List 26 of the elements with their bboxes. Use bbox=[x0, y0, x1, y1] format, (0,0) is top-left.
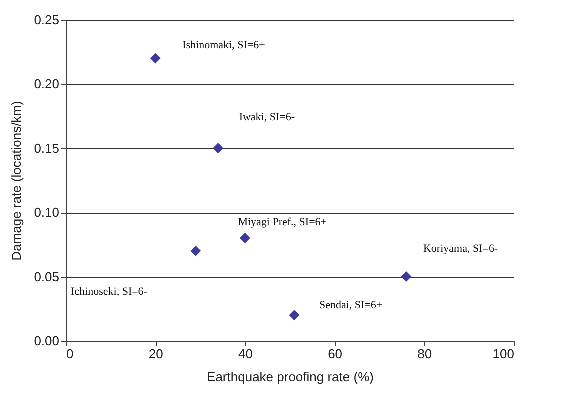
y-axis-title: Damage rate (locations/km) bbox=[9, 101, 24, 261]
x-axis-title: Earthquake proofing rate (%) bbox=[207, 370, 374, 384]
x-tick-label: 0 bbox=[66, 346, 74, 362]
y-tick-label: 0.05 bbox=[34, 269, 60, 284]
annotation: Ichinoseki, SI=6- bbox=[71, 286, 148, 298]
point bbox=[213, 143, 224, 154]
x-tick-label: 80 bbox=[418, 346, 432, 362]
annotation: Koriyama, SI=6- bbox=[423, 242, 498, 255]
y-tick-label: 0.10 bbox=[34, 205, 60, 220]
point bbox=[289, 310, 300, 321]
point bbox=[190, 246, 202, 256]
point bbox=[401, 272, 412, 282]
x-tick-label: 20 bbox=[148, 346, 164, 362]
y-tick-label: 0.25 bbox=[34, 12, 60, 28]
annotation: Sendai, SI=6+ bbox=[319, 299, 383, 312]
annotation: Ishinomaki, SI=6+ bbox=[182, 40, 266, 52]
x-tick-label: 40 bbox=[238, 346, 253, 362]
point bbox=[240, 233, 250, 244]
x-tick-label: 100 bbox=[492, 346, 514, 362]
y-tick-label: 0.15 bbox=[34, 140, 60, 156]
y-tick-label: 0.00 bbox=[34, 334, 60, 348]
point bbox=[150, 53, 161, 64]
annotation: Iwaki, SI=6- bbox=[239, 111, 296, 124]
x-tick-label: 60 bbox=[328, 346, 343, 362]
annotation: Miyagi Pref., SI=6+ bbox=[238, 216, 327, 228]
y-tick-label: 0.20 bbox=[34, 76, 60, 92]
